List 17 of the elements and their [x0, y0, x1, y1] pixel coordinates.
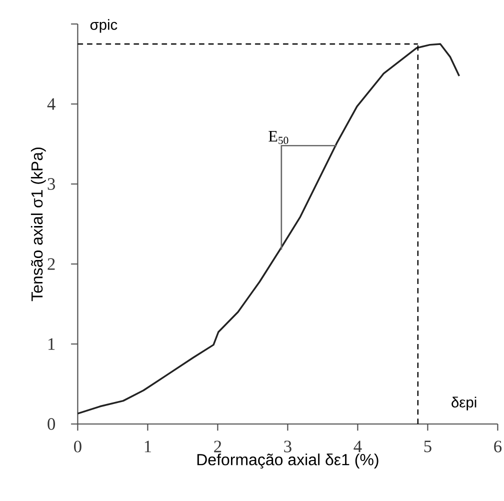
x-tick-label: 0: [74, 440, 82, 452]
x-axis-title: Deformação axial δε1 (%): [197, 454, 378, 469]
x-tick-label: 6: [494, 440, 502, 452]
y-tick-label: 4: [47, 98, 56, 110]
y-tick-label: 0: [48, 418, 56, 430]
y-axis-title: Tensão axial σ1 (kPa): [30, 148, 46, 302]
y-tick-label: 3: [48, 178, 55, 190]
ref-line-label: σpic: [90, 19, 118, 33]
x-tick-label: 3: [284, 440, 292, 452]
y-tick-label: 2: [48, 258, 55, 270]
x-tick-label: 4: [354, 440, 362, 452]
y-tick-label: 1: [48, 338, 55, 350]
x-tick-label: 1: [144, 440, 152, 452]
annotation: E$_{50}$: [268, 131, 288, 144]
x-tick-label: 5: [424, 440, 432, 452]
ref-line-label: δεpi: [452, 396, 476, 410]
x-tick-label: 2: [214, 440, 222, 452]
